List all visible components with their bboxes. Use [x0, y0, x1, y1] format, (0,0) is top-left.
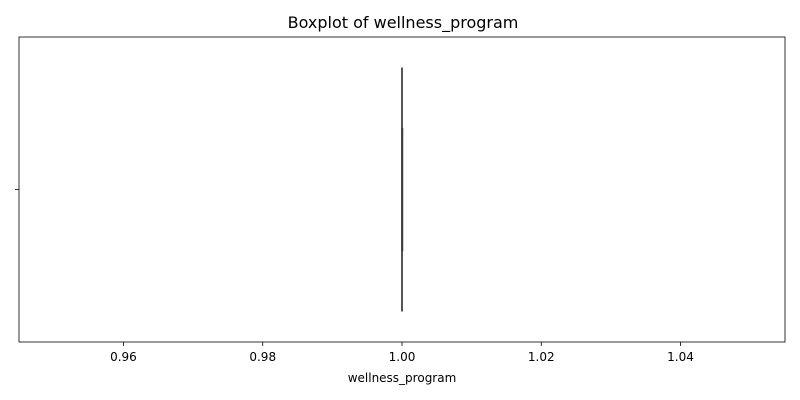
x-tick-label: 0.98: [249, 350, 276, 364]
x-axis-ticks: 0.96 0.98 1.00 1.02 1.04: [110, 342, 694, 364]
x-tick-label: 1.04: [667, 350, 694, 364]
x-tick-label: 1.02: [528, 350, 555, 364]
x-tick-label: 0.96: [110, 350, 137, 364]
boxplot-series: [401, 67, 404, 312]
x-axis-label: wellness_program: [348, 371, 457, 385]
x-tick-label: 1.00: [389, 350, 416, 364]
chart-title: Boxplot of wellness_program: [288, 13, 519, 33]
